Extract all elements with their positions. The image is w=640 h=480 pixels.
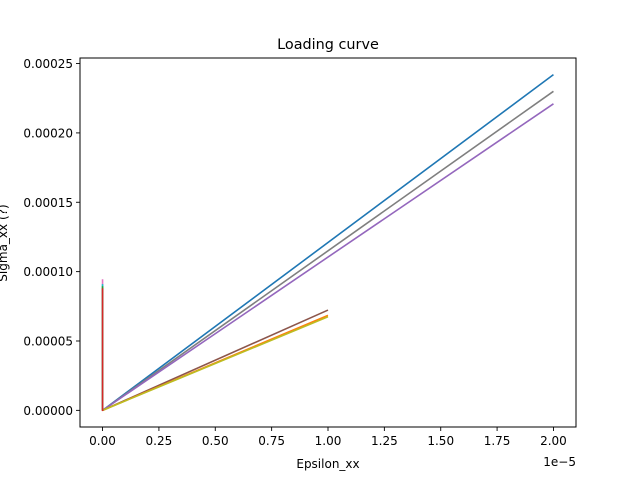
y-tick-label: 0.00000 bbox=[23, 404, 73, 418]
chart-title: Loading curve bbox=[277, 37, 379, 53]
series-line-1 bbox=[102, 74, 554, 411]
y-axis: 0.00000 0.00005 0.00010 0.00015 0.00020 0.000… bbox=[23, 57, 80, 418]
series-layer bbox=[101, 74, 554, 412]
y-tick-label: 0.00010 bbox=[23, 265, 73, 279]
y-tick-label: 0.00025 bbox=[23, 57, 73, 71]
x-axis-offset-label: 1e−5 bbox=[543, 455, 576, 469]
x-tick-label: 0.00 bbox=[89, 434, 116, 448]
y-axis-label: Sigma_xx (?) bbox=[0, 204, 10, 281]
series-line-3 bbox=[102, 103, 554, 412]
x-axis: 0.00 0.25 0.50 0.75 1.00 1.25 1.50 1.75 2.00 bbox=[89, 427, 567, 448]
series-line-2 bbox=[102, 90, 554, 412]
x-tick-label: 0.50 bbox=[202, 434, 229, 448]
plot-frame bbox=[79, 57, 577, 428]
x-tick-label: 1.50 bbox=[427, 434, 454, 448]
x-tick-label: 2.00 bbox=[540, 434, 567, 448]
x-axis-label: Epsilon_xx bbox=[296, 457, 359, 471]
x-tick-label: 1.75 bbox=[484, 434, 511, 448]
y-tick-label: 0.00020 bbox=[23, 126, 73, 140]
y-tick-label: 0.00005 bbox=[23, 334, 73, 348]
series-line-6 bbox=[102, 315, 329, 412]
x-tick-label: 0.75 bbox=[258, 434, 285, 448]
x-tick-label: 0.25 bbox=[146, 434, 173, 448]
series-line-4 bbox=[102, 309, 329, 412]
y-tick-label: 0.00015 bbox=[23, 196, 73, 210]
x-tick-label: 1.00 bbox=[315, 434, 342, 448]
x-tick-label: 1.25 bbox=[371, 434, 398, 448]
